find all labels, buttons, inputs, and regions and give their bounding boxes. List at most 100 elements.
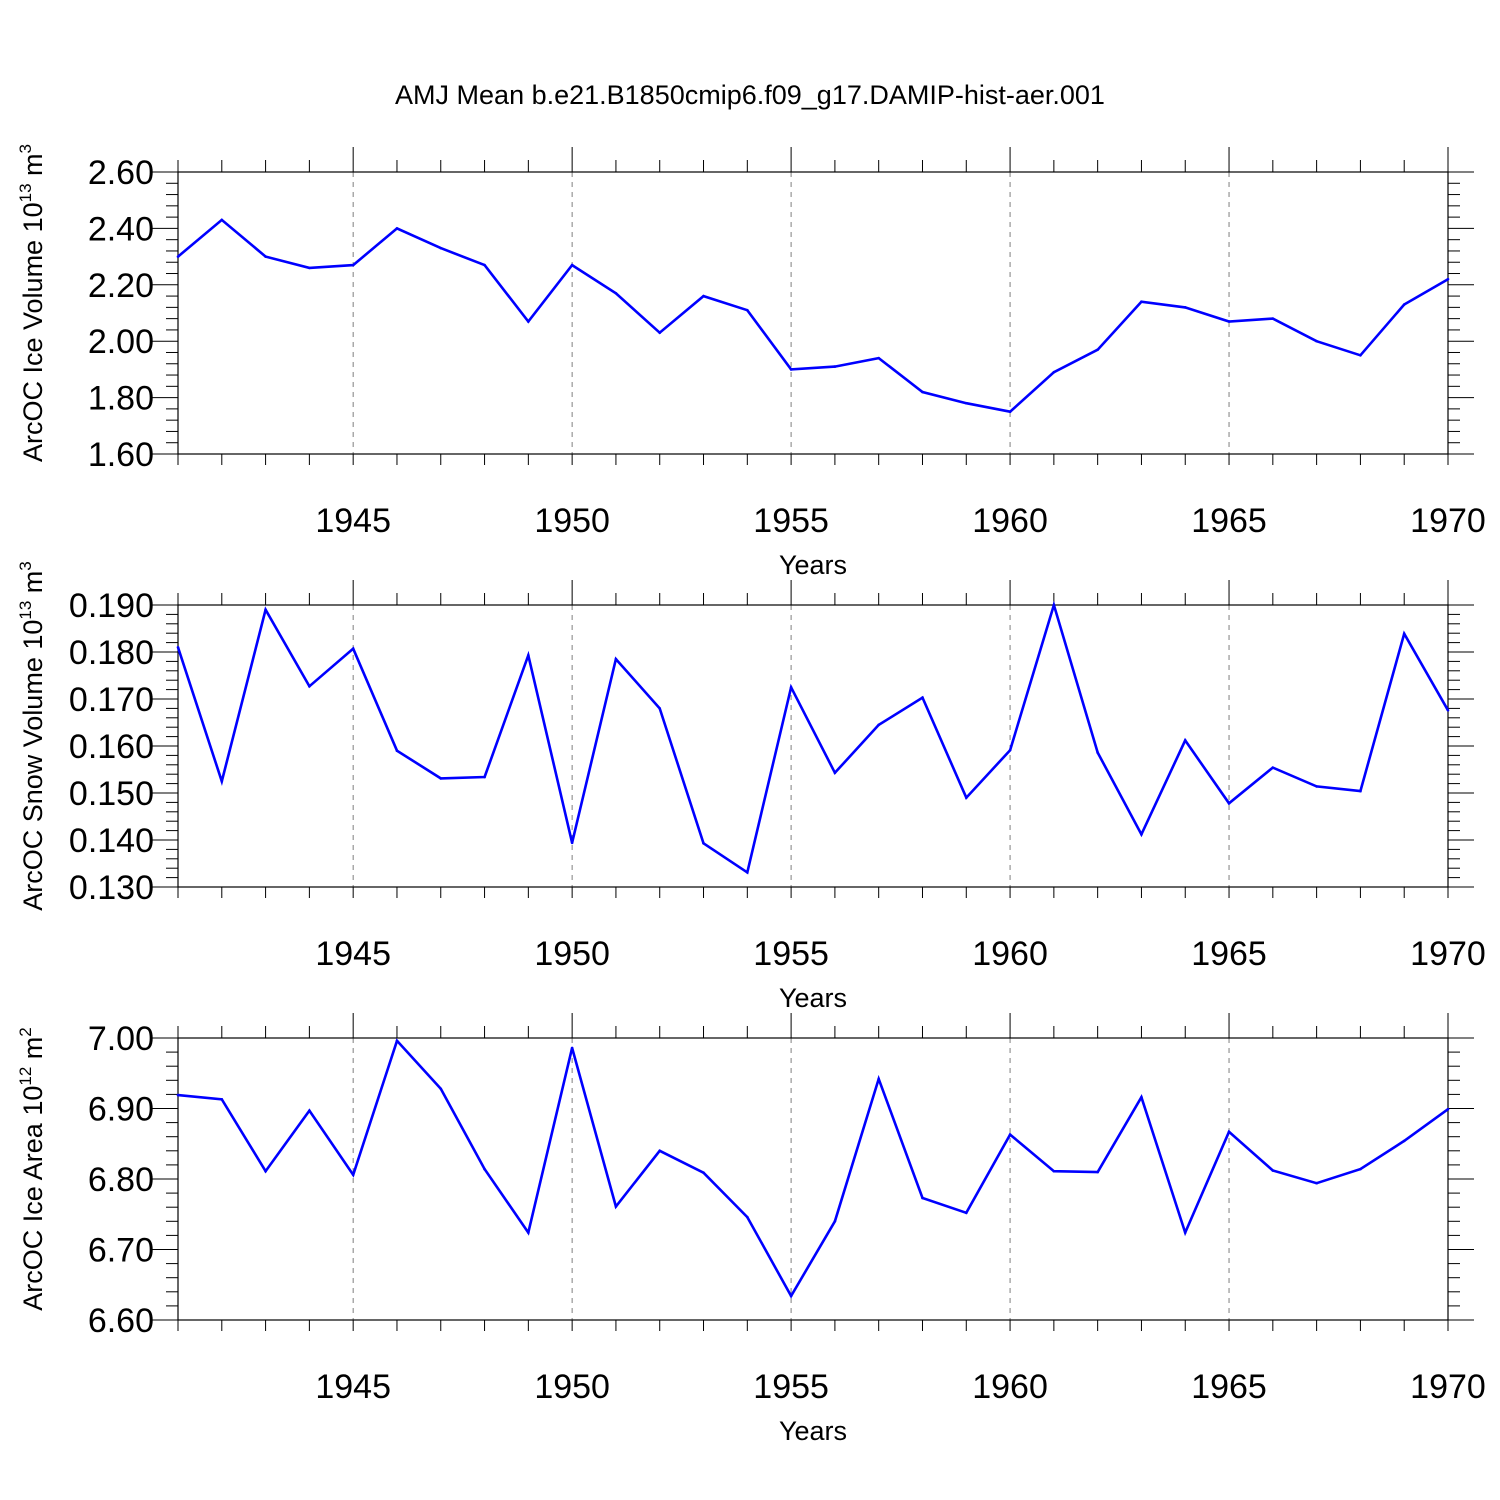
data-point (877, 356, 880, 360)
panel-snow-volume: 0.130 0.140 0.150 0.160 0.170 0.180 0.190 1945 1… (16, 561, 1486, 1013)
x-tick-label: 1945 (315, 1368, 391, 1406)
plot-frame (177, 604, 1449, 888)
x-tick-label: 1945 (315, 935, 391, 973)
data-point (176, 646, 180, 649)
data-point (964, 401, 968, 405)
data-point (1096, 1170, 1099, 1174)
series-line (177, 1038, 1449, 1299)
y-tick-label: 6.90 (88, 1091, 154, 1129)
data-point (1052, 603, 1056, 607)
y-tick-label: 1.80 (88, 380, 154, 418)
data-point (439, 777, 443, 780)
data-point (1271, 766, 1275, 769)
data-point (1052, 1169, 1056, 1173)
data-point (1315, 785, 1318, 788)
data-point (1183, 306, 1187, 309)
data-point (1315, 1181, 1318, 1185)
y-tick-label: 0.130 (69, 869, 154, 907)
y-tick-label: 2.60 (88, 154, 154, 192)
data-point (220, 779, 224, 783)
data-point (351, 263, 355, 267)
data-point (658, 331, 662, 335)
x-tick-label: 1965 (1191, 935, 1267, 973)
data-point (964, 1211, 968, 1215)
y-tick-label: 2.40 (88, 210, 154, 248)
x-tick-label: 1965 (1191, 502, 1267, 540)
data-point (395, 749, 399, 752)
data-point (1227, 1130, 1231, 1134)
data-point (877, 1077, 880, 1081)
data-point (702, 841, 705, 845)
x-tick-label: 1970 (1410, 935, 1486, 973)
data-point (1096, 751, 1099, 754)
panel-ice-volume: 1.60 1.80 2.00 2.20 2.40 2.60 1945 1950 1955 1960… (16, 144, 1486, 580)
data-point (395, 227, 399, 230)
data-point (176, 255, 180, 258)
data-point (614, 291, 618, 295)
y-axis-label: ArcOC Ice Area 1012 m2 (16, 1027, 48, 1311)
data-point (1140, 1095, 1143, 1099)
data-point (702, 294, 705, 298)
y-tick-label: 0.150 (69, 775, 154, 813)
data-point (570, 1046, 574, 1050)
y-tick-label: 0.190 (69, 587, 154, 625)
data-point (658, 1149, 662, 1153)
x-tick-label: 1955 (753, 502, 829, 540)
y-tick-label: 0.140 (69, 822, 154, 860)
chart-title: AMJ Mean b.e21.B1850cmip6.f09_g17.DAMIP-… (395, 80, 1105, 110)
data-point (570, 263, 574, 267)
y-tick-label: 6.60 (88, 1302, 154, 1340)
data-point (964, 796, 968, 799)
data-point (176, 1093, 180, 1097)
data-point (1140, 300, 1143, 304)
y-tick-label: 7.00 (88, 1020, 154, 1058)
data-point (220, 218, 224, 222)
data-point (527, 653, 530, 657)
data-point (1096, 348, 1099, 351)
data-point (1227, 320, 1231, 323)
data-point (1227, 802, 1231, 805)
y-tick-label: 0.160 (69, 728, 154, 766)
data-point (264, 255, 267, 258)
data-point (308, 266, 311, 270)
data-point (439, 1087, 443, 1091)
data-point (1446, 277, 1450, 281)
plot-frame (177, 1037, 1449, 1321)
data-point (833, 365, 837, 368)
data-point (439, 246, 443, 250)
data-point (1271, 317, 1275, 320)
data-point (527, 1231, 530, 1234)
data-point (1402, 1139, 1406, 1143)
data-point (220, 1098, 224, 1101)
y-tick-label: 0.180 (69, 634, 154, 672)
data-point (658, 707, 662, 710)
plot-frame (177, 171, 1449, 455)
data-point (1402, 303, 1406, 306)
x-tick-label: 1970 (1410, 1368, 1486, 1406)
data-point (395, 1039, 399, 1043)
x-tick-label: 1945 (315, 502, 391, 540)
panel-ice-area: 6.60 6.70 6.80 6.90 7.00 1945 1950 1955 1960 1965… (16, 1013, 1486, 1446)
data-point (351, 1173, 355, 1177)
x-tick-label: 1950 (534, 502, 610, 540)
series-line (176, 600, 1450, 875)
x-axis-label: Years (779, 983, 847, 1013)
data-point (483, 775, 486, 779)
x-tick-label: 1950 (534, 935, 610, 973)
data-point (833, 1220, 837, 1223)
data-point (614, 1205, 618, 1208)
data-point (1315, 339, 1318, 343)
data-point (570, 841, 574, 845)
data-point (921, 390, 924, 394)
x-tick-label: 1970 (1410, 502, 1486, 540)
data-point (1359, 789, 1362, 793)
y-tick-label: 2.00 (88, 323, 154, 361)
data-point (308, 1109, 311, 1112)
data-point (1008, 1133, 1012, 1136)
data-point (527, 320, 530, 323)
data-point (264, 608, 267, 611)
y-tick-label: 1.60 (88, 436, 154, 474)
data-point (789, 1294, 793, 1298)
x-axis-label: Years (779, 1416, 847, 1446)
